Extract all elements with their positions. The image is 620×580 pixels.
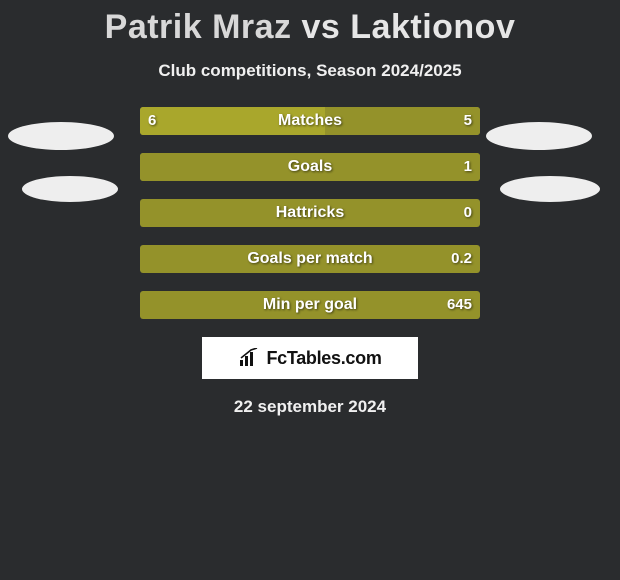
comparison-infographic: Patrik Mraz vs Laktionov Club competitio… [0, 0, 620, 417]
bar-track [140, 245, 480, 273]
bar-track [140, 291, 480, 319]
chart-icon [238, 348, 260, 368]
avatar-ellipse [500, 176, 600, 202]
date-text: 22 september 2024 [0, 397, 620, 417]
bar-right [325, 107, 480, 135]
player1-name: Patrik Mraz [105, 8, 292, 46]
stat-row: Min per goal645 [0, 291, 620, 319]
stat-row: Goals per match0.2 [0, 245, 620, 273]
stat-row: Hattricks0 [0, 199, 620, 227]
page-title: Patrik Mraz vs Laktionov [0, 0, 620, 51]
bar-track [140, 107, 480, 135]
bar-track [140, 153, 480, 181]
vs-separator: vs [302, 8, 341, 46]
branding-text: FcTables.com [266, 348, 381, 369]
bar-track [140, 199, 480, 227]
bar-left [140, 107, 325, 135]
avatar-ellipse [22, 176, 118, 202]
bar-right [140, 153, 480, 181]
avatar-ellipse [8, 122, 114, 150]
subtitle: Club competitions, Season 2024/2025 [0, 61, 620, 81]
player2-name: Laktionov [350, 8, 515, 46]
branding-badge: FcTables.com [202, 337, 418, 379]
avatar-ellipse [486, 122, 592, 150]
